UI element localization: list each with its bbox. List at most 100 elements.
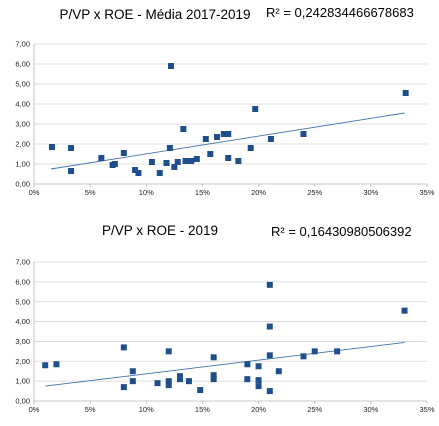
- y-tick-label: 0,00: [15, 180, 30, 189]
- data-point: [220, 131, 227, 137]
- data-point: [166, 145, 173, 151]
- data-point: [68, 145, 75, 151]
- data-point: [210, 376, 217, 383]
- y-tick-label: 1,00: [15, 160, 30, 169]
- trendline: [50, 112, 405, 170]
- data-point: [98, 155, 105, 161]
- x-tick-label: 5%: [85, 188, 96, 197]
- data-point: [167, 63, 174, 69]
- data-point: [197, 387, 204, 394]
- data-point: [275, 368, 282, 375]
- y-tick-label: 7,00: [15, 258, 30, 267]
- data-point: [165, 378, 172, 385]
- data-point: [42, 362, 49, 369]
- data-point: [193, 156, 200, 162]
- data-point: [163, 160, 170, 166]
- data-point: [266, 388, 273, 395]
- y-tick-label: 5,00: [15, 80, 30, 89]
- data-point: [210, 372, 217, 379]
- data-point: [267, 136, 274, 142]
- chart-average-2017-2019: P/VP x ROE - Média 2017-2019 R² = 0,2428…: [15, 5, 434, 197]
- data-point: [132, 167, 139, 173]
- y-tick-label: 6,00: [15, 277, 30, 286]
- data-point: [207, 151, 214, 157]
- x-tick-label: 25%: [307, 405, 322, 414]
- data-point: [129, 368, 136, 375]
- data-point: [225, 131, 232, 137]
- data-point: [174, 159, 181, 165]
- data-point: [188, 158, 195, 164]
- x-tick-label: 20%: [251, 188, 266, 197]
- data-point: [180, 126, 187, 132]
- data-point: [48, 144, 55, 150]
- chart-title: P/VP x ROE - 2019: [102, 223, 218, 238]
- r-squared-label: R² = 0,16430980506392: [271, 224, 412, 239]
- trendline: [45, 341, 405, 387]
- x-tick-label: 15%: [195, 405, 210, 414]
- data-point: [235, 158, 242, 164]
- x-tick-label: 35%: [419, 405, 434, 414]
- chart-2019: P/VP x ROE - 2019 R² = 0,16430980506392 …: [15, 223, 434, 414]
- data-point: [311, 348, 318, 355]
- r-squared-label: R² = 0,242834466678683: [266, 5, 414, 20]
- y-tick-label: 6,00: [15, 60, 30, 69]
- y-tick-label: 1,00: [15, 377, 30, 386]
- x-tick-label: 15%: [195, 188, 210, 197]
- y-tick-label: 4,00: [15, 100, 30, 109]
- y-tick-label: 7,00: [15, 40, 30, 49]
- x-tick-label: 30%: [363, 188, 378, 197]
- data-point: [111, 161, 118, 167]
- data-point: [171, 164, 178, 170]
- data-point: [214, 134, 221, 140]
- data-point: [300, 131, 307, 137]
- data-point: [255, 383, 262, 390]
- data-point: [252, 106, 259, 112]
- x-tick-label: 30%: [363, 405, 378, 414]
- data-point: [129, 378, 136, 385]
- data-point: [120, 384, 127, 391]
- data-point: [402, 90, 409, 96]
- data-point: [182, 158, 189, 164]
- x-tick-label: 35%: [419, 188, 434, 197]
- data-point: [401, 307, 408, 314]
- y-tick-label: 5,00: [15, 297, 30, 306]
- data-point: [225, 155, 232, 161]
- data-point: [334, 348, 341, 355]
- data-point: [244, 376, 251, 383]
- data-point: [156, 170, 163, 176]
- x-tick-label: 5%: [85, 405, 96, 414]
- data-point: [244, 361, 251, 368]
- y-tick-label: 2,00: [15, 140, 30, 149]
- data-point: [266, 281, 273, 288]
- x-tick-label: 10%: [139, 188, 154, 197]
- data-point: [120, 344, 127, 351]
- data-point: [148, 159, 155, 165]
- x-tick-label: 20%: [251, 405, 266, 414]
- data-point: [135, 170, 142, 176]
- y-tick-label: 2,00: [15, 357, 30, 366]
- data-point: [247, 145, 254, 151]
- x-tick-label: 0%: [29, 405, 40, 414]
- y-tick-label: 3,00: [15, 337, 30, 346]
- data-point: [266, 352, 273, 359]
- data-point: [255, 363, 262, 370]
- data-point: [210, 354, 217, 361]
- y-tick-label: 3,00: [15, 120, 30, 129]
- data-point: [120, 150, 127, 156]
- data-point: [255, 377, 262, 384]
- y-tick-label: 0,00: [15, 397, 30, 406]
- data-point: [202, 136, 209, 142]
- data-point: [68, 168, 75, 174]
- data-point: [185, 378, 192, 385]
- y-tick-label: 4,00: [15, 317, 30, 326]
- data-point: [154, 380, 161, 387]
- data-point: [266, 323, 273, 330]
- x-tick-label: 10%: [139, 405, 154, 414]
- chart-title: P/VP x ROE - Média 2017-2019: [59, 7, 250, 22]
- data-point: [300, 353, 307, 360]
- data-point: [165, 382, 172, 389]
- data-point: [176, 376, 183, 383]
- data-point: [53, 361, 60, 368]
- data-point: [165, 348, 172, 355]
